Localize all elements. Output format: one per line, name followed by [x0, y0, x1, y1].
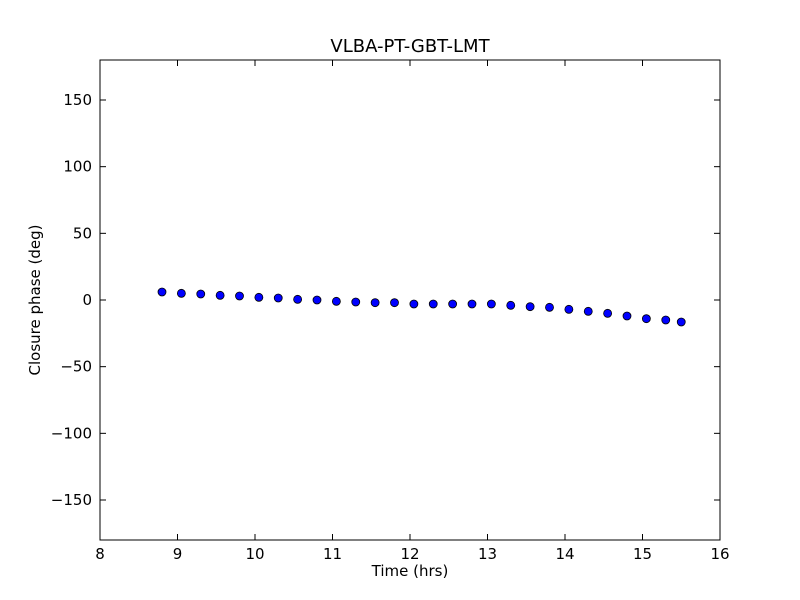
y-tick-label: 50 [73, 224, 92, 242]
data-point [676, 317, 686, 327]
data-point [273, 293, 283, 303]
x-axis-label: Time (hrs) [371, 562, 449, 580]
y-tick-label: 150 [63, 91, 92, 109]
data-point [312, 295, 322, 305]
data-point [428, 299, 438, 309]
data-point [390, 298, 399, 308]
y-axis-label: Closure phase (deg) [26, 225, 44, 376]
data-point [331, 296, 341, 306]
data-point [525, 302, 535, 312]
data-point [564, 304, 574, 314]
x-tick-label: 11 [323, 545, 342, 563]
data-point [641, 314, 651, 324]
data-point [448, 299, 458, 309]
data-point [622, 311, 632, 321]
x-tick-label: 16 [710, 545, 729, 563]
x-tick-label: 14 [555, 545, 574, 563]
x-tick-label: 15 [633, 545, 652, 563]
data-point [235, 291, 244, 301]
data-point [215, 290, 225, 300]
data-point [583, 306, 593, 316]
data-point [545, 302, 554, 312]
y-tick-label: −100 [51, 424, 92, 442]
data-point [196, 289, 206, 299]
data-point [486, 299, 496, 309]
data-point [370, 298, 380, 308]
y-tick-label: −50 [60, 358, 92, 376]
data-point [351, 297, 361, 307]
data-point [254, 292, 264, 302]
x-tick-label: 12 [400, 545, 419, 563]
y-tick-label: −150 [51, 491, 92, 509]
x-tick-label: 9 [173, 545, 183, 563]
data-point [661, 315, 671, 325]
data-point [603, 308, 613, 318]
data-point [176, 288, 186, 298]
data-point [467, 299, 477, 309]
chart-title: VLBA-PT-GBT-LMT [330, 36, 490, 57]
y-tick-label: 100 [63, 158, 92, 176]
data-point [293, 294, 303, 304]
data-point [409, 299, 419, 309]
x-tick-label: 8 [95, 545, 105, 563]
y-tick-label: 0 [82, 291, 92, 309]
plot-area [157, 287, 686, 327]
data-point [157, 287, 167, 297]
data-point [506, 300, 516, 310]
axis-ticks: 8 9 10 11 12 13 14 15 16 −150 −100 −50 0 50 100 150 [51, 60, 730, 563]
x-tick-label: 13 [478, 545, 497, 563]
x-tick-label: 10 [245, 545, 264, 563]
